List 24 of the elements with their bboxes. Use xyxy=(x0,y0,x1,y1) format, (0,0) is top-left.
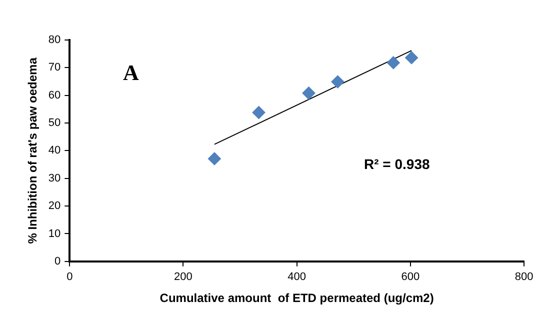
y-tick-label: 30 xyxy=(48,172,61,184)
y-tick-label: 50 xyxy=(48,117,61,130)
y-tick-label: 10 xyxy=(48,228,61,240)
y-tick-label: 20 xyxy=(48,200,61,212)
annotation: R² = 0.938 xyxy=(364,156,430,172)
annotation: A xyxy=(123,60,139,86)
point xyxy=(252,106,266,120)
y-tick-label: 80 xyxy=(48,34,61,46)
point xyxy=(405,51,418,64)
point xyxy=(302,86,316,100)
y-tick-label: 0 xyxy=(54,255,61,268)
y-axis-title: % Inhibition of rat's paw oedema xyxy=(26,57,40,244)
x-tick-label: 200 xyxy=(174,271,192,284)
x-tick-label: 600 xyxy=(401,271,420,284)
y-tick-label: 70 xyxy=(48,62,61,74)
x-axis-title: Cumulative amount of ETD permeated (ug/cm2) xyxy=(160,291,434,306)
x-tick-label: 0 xyxy=(66,271,73,284)
y-tick-label: 60 xyxy=(48,89,61,102)
x-tick-label: 800 xyxy=(514,271,534,284)
point xyxy=(331,75,344,88)
point xyxy=(386,56,400,70)
x-tick-label: 400 xyxy=(288,271,306,284)
point xyxy=(208,152,221,166)
y-tick-label: 40 xyxy=(48,144,61,157)
